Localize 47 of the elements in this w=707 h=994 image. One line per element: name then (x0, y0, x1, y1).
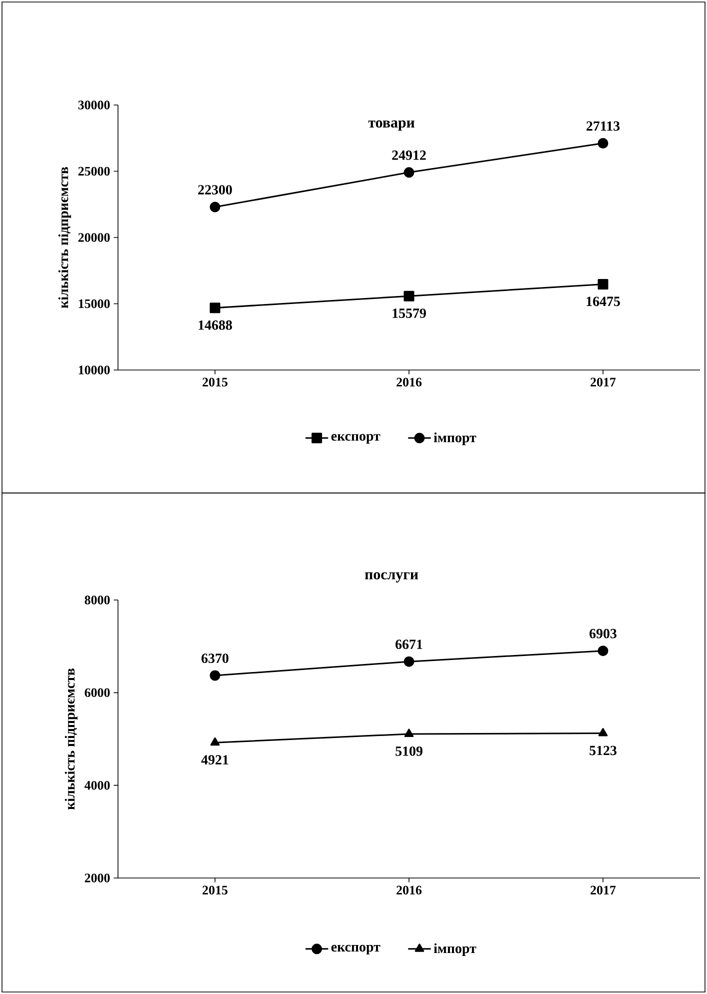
data-label: 14688 (198, 320, 232, 330)
x-tick-label: 2017 (590, 886, 616, 894)
point (598, 138, 608, 148)
y-tick-label: 4000 (84, 780, 110, 790)
x-tick-label: 2017 (590, 378, 616, 386)
data-label: 22300 (198, 185, 232, 194)
point (404, 728, 414, 737)
point (404, 167, 414, 178)
y-tick-label: 30000 (78, 100, 110, 110)
legend-label: імпорт (434, 943, 476, 956)
point (210, 670, 220, 681)
point (404, 290, 414, 302)
point (404, 656, 414, 667)
y-tick-label: 8000 (84, 596, 110, 604)
y-axis-title: кількість підприємств (58, 167, 72, 308)
y-tick-label: 6000 (84, 688, 110, 698)
y-tick-label: 15000 (78, 299, 110, 308)
data-label: 6370 (202, 654, 228, 664)
point (210, 202, 220, 212)
y-tick-label: 2000 (84, 874, 110, 882)
legend-label: експорт (331, 434, 380, 444)
data-label: 27113 (586, 121, 620, 131)
x-tick-label: 2015 (202, 886, 228, 894)
x-tick-label: 2016 (396, 378, 422, 386)
chart-title: послуги (364, 572, 418, 582)
data-label: 24912 (392, 150, 426, 160)
y-tick-label: 10000 (78, 366, 110, 374)
data-label: 6903 (590, 628, 616, 638)
y-tick-label: 25000 (78, 166, 110, 176)
data-label: 6671 (396, 640, 422, 650)
point (598, 646, 608, 656)
point (210, 302, 220, 314)
point (210, 737, 220, 746)
text: товари (368, 120, 414, 131)
data-label: 15579 (392, 308, 426, 318)
legend-label: імпорт (434, 432, 476, 446)
data-label: 4921 (201, 755, 228, 765)
data-label: 5123 (590, 746, 616, 756)
data-label: 16475 (586, 296, 620, 306)
legend-label: експорт (331, 944, 380, 954)
x-tick-label: 2016 (396, 886, 422, 894)
data-label: 5109 (396, 746, 422, 756)
point (598, 728, 608, 736)
x-tick-label: 2015 (202, 378, 228, 386)
point (598, 278, 608, 290)
y-axis-title: кількість підприємств (64, 668, 78, 810)
y-tick-label: 20000 (78, 233, 110, 242)
